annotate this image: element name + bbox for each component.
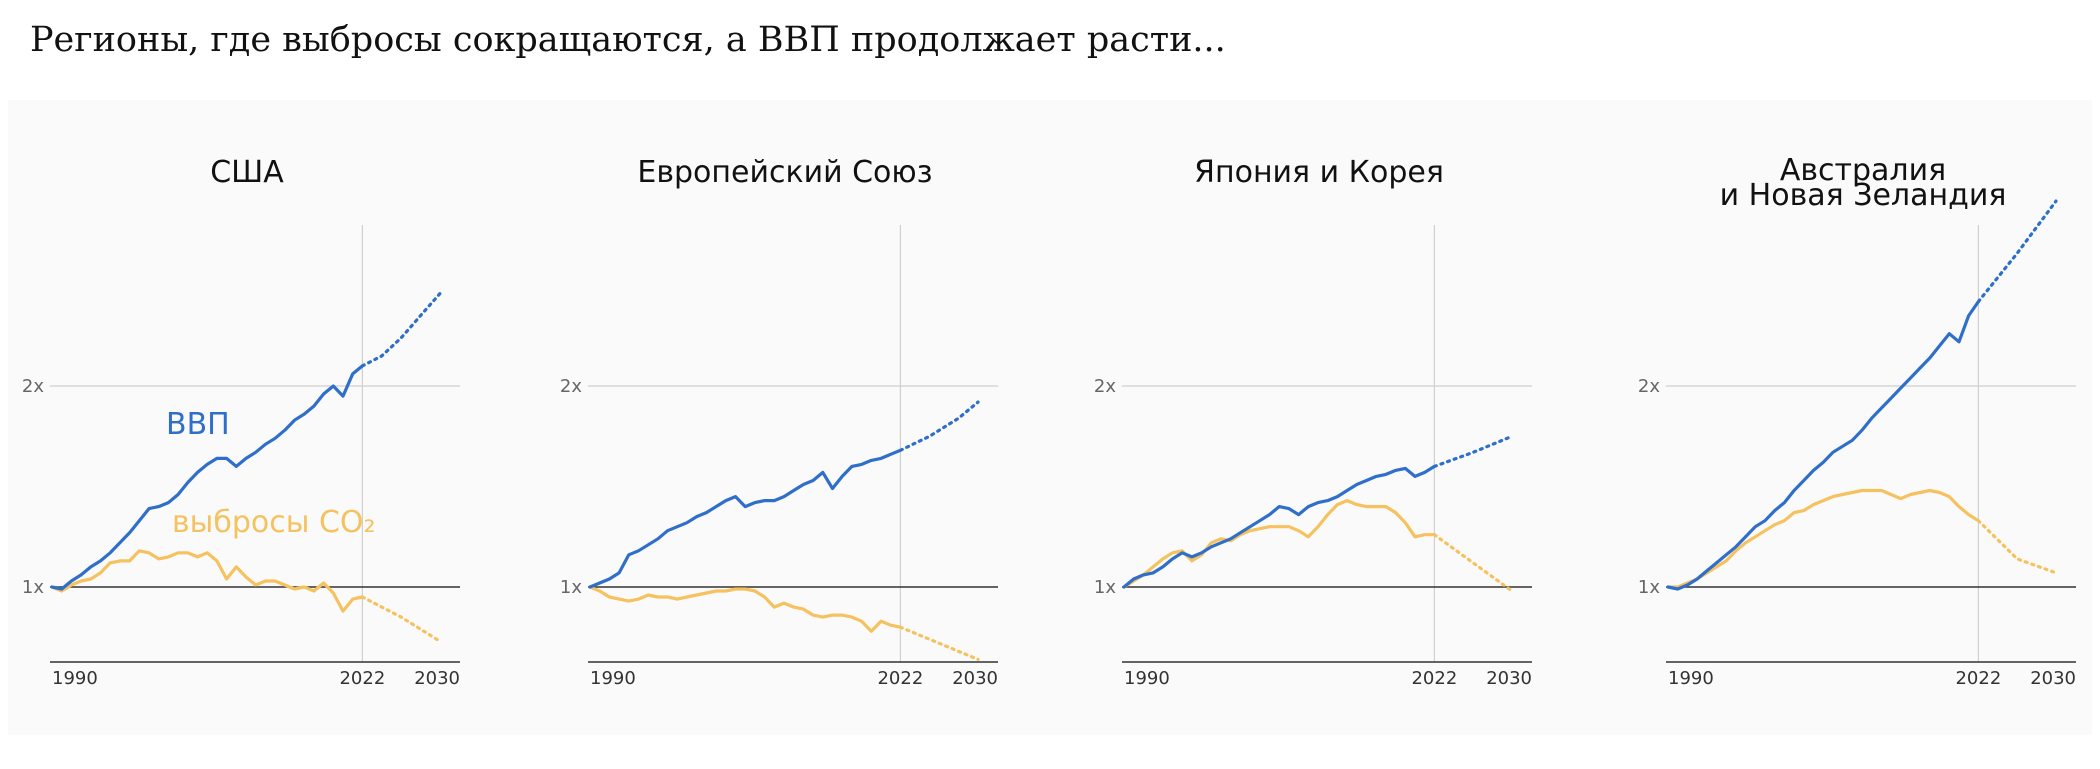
x-tick-label-1990: 1990 xyxy=(590,668,636,689)
x-tick-label-2030: 2030 xyxy=(952,668,998,689)
chart-panel-background xyxy=(8,100,540,735)
co2-series-line xyxy=(1122,499,1437,589)
gdp-series-line xyxy=(588,448,903,589)
gdp-projection-line xyxy=(898,400,980,452)
chart-panel: 1x 2x 1990 2022 2030 США ВВП выбросы CO₂ xyxy=(22,155,460,689)
x-tick-label-2022: 2022 xyxy=(339,668,385,689)
gdp-series-line xyxy=(1666,300,1981,591)
page-title: Регионы, где выбросы сокращаются, а ВВП … xyxy=(30,20,1226,60)
x-tick-label-1990: 1990 xyxy=(1668,668,1714,689)
co2-series-line xyxy=(588,585,903,633)
chart-panel: 1x 2x 1990 2022 2030 Европейский Союз xyxy=(560,155,998,689)
y-tick-label-1x: 1x xyxy=(1638,577,1660,598)
gdp-series-line xyxy=(1122,464,1437,589)
co2-series-label: выбросы CO₂ xyxy=(172,505,376,540)
chart-panel-background xyxy=(540,100,1070,735)
chart-panel-background xyxy=(1600,100,2092,735)
y-tick-label-1x: 1x xyxy=(22,577,44,598)
x-tick-label-2022: 2022 xyxy=(1955,668,2001,689)
chart-title: Европейский Союз xyxy=(637,155,932,190)
y-tick-label-1x: 1x xyxy=(560,577,582,598)
co2-projection-line xyxy=(898,625,980,662)
chart-panel: 1x 2x 1990 2022 2030 Япония и Корея xyxy=(1094,155,1532,689)
co2-series-line xyxy=(1666,488,1981,589)
chart-title: США xyxy=(210,155,284,190)
y-tick-label-2x: 2x xyxy=(1094,376,1116,397)
chart-title: Япония и Корея xyxy=(1194,155,1444,190)
x-tick-label-1990: 1990 xyxy=(52,668,98,689)
gdp-projection-line xyxy=(360,291,442,368)
x-tick-label-1990: 1990 xyxy=(1124,668,1170,689)
y-tick-label-2x: 2x xyxy=(1638,376,1660,397)
gdp-projection-line xyxy=(1976,199,2058,304)
co2-projection-line xyxy=(360,595,442,643)
chart-title: Австралия xyxy=(1780,153,1946,188)
co2-series-line xyxy=(50,549,364,613)
y-tick-label-2x: 2x xyxy=(22,376,44,397)
x-tick-label-2022: 2022 xyxy=(877,668,923,689)
gdp-projection-line xyxy=(1432,434,1514,468)
y-tick-label-1x: 1x xyxy=(1094,577,1116,598)
chart-panel-background xyxy=(1070,100,1600,735)
gdp-series-line xyxy=(50,364,364,591)
x-tick-label-2030: 2030 xyxy=(2030,668,2076,689)
co2-projection-line xyxy=(1432,533,1514,593)
gdp-series-label: ВВП xyxy=(166,407,230,442)
x-tick-label-2022: 2022 xyxy=(1411,668,1457,689)
x-tick-label-2030: 2030 xyxy=(1486,668,1532,689)
x-tick-label-2030: 2030 xyxy=(414,668,460,689)
y-tick-label-2x: 2x xyxy=(560,376,582,397)
chart-title: и Новая Зеландия xyxy=(1720,178,2007,213)
co2-projection-line xyxy=(1976,519,2058,575)
